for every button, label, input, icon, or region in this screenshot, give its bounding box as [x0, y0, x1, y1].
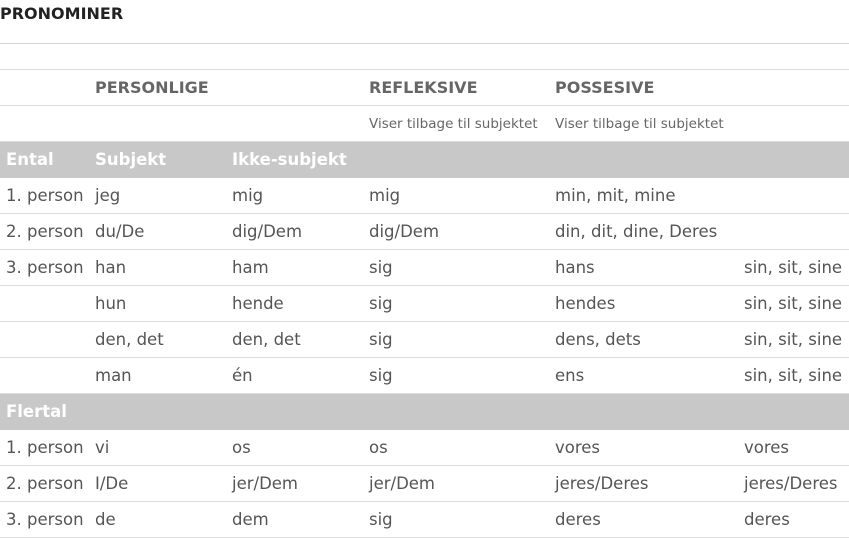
possesive-note: Viser tilbage til subjektet — [549, 105, 738, 142]
header-refleksive: REFLEKSIVE — [363, 69, 549, 106]
refleksiv-cell: jer/Dem — [363, 465, 549, 502]
possesiv-cell: jeres/Deres — [549, 465, 738, 502]
possesiv-refleksiv-cell: deres — [738, 501, 849, 538]
table-row: 1. person vi os os vores vores — [0, 429, 849, 466]
group-empty-cell — [738, 393, 849, 430]
person-cell — [0, 321, 89, 358]
ikke-subjekt-cell: den, det — [226, 321, 363, 358]
person-cell — [0, 285, 89, 322]
refleksiv-cell: sig — [363, 285, 549, 322]
table-row: 1. person jeg mig mig min, mit, mine — [0, 177, 849, 214]
subheader-empty-cell — [226, 105, 363, 142]
possesiv-refleksiv-cell: jeres/Deres — [738, 465, 849, 502]
group-label-ental: Ental — [0, 141, 89, 178]
subheader-empty-cell — [0, 105, 89, 142]
ikke-subjekt-cell: os — [226, 429, 363, 466]
header-empty-cell — [0, 69, 89, 106]
column-header-row: PERSONLIGE REFLEKSIVE POSSESIVE — [0, 69, 849, 106]
flertal-rows: 1. person vi os os vores vores 2. person I/De je… — [0, 429, 849, 538]
table-row: man én sig ens sin, sit, sine — [0, 357, 849, 394]
subheader-empty-cell — [89, 105, 226, 142]
possesiv-cell: din, dit, dine, Deres — [549, 213, 738, 250]
subjekt-cell: de — [89, 501, 226, 538]
table-row: hun hende sig hendes sin, sit, sine — [0, 285, 849, 322]
refleksiv-cell: sig — [363, 249, 549, 286]
refleksiv-cell: mig — [363, 177, 549, 214]
ikke-subjekt-cell: dig/Dem — [226, 213, 363, 250]
group-header-flertal: Flertal — [0, 393, 849, 430]
group-empty-cell — [738, 141, 849, 178]
group-empty-cell — [549, 393, 738, 430]
person-cell: 2. person — [0, 465, 89, 502]
person-cell: 3. person — [0, 501, 89, 538]
header-possesive: POSSESIVE — [549, 69, 738, 106]
subjekt-cell: han — [89, 249, 226, 286]
subjekt-cell: hun — [89, 285, 226, 322]
possesiv-cell: hans — [549, 249, 738, 286]
refleksive-note: Viser tilbage til subjektet — [363, 105, 549, 142]
ikke-subjekt-cell: jer/Dem — [226, 465, 363, 502]
refleksiv-cell: sig — [363, 321, 549, 358]
possesiv-refleksiv-cell: sin, sit, sine — [738, 321, 849, 358]
possesiv-refleksiv-cell: vores — [738, 429, 849, 466]
ikke-subjekt-cell: mig — [226, 177, 363, 214]
title-divider — [0, 43, 849, 44]
possesiv-cell: ens — [549, 357, 738, 394]
ikke-subjekt-cell: dem — [226, 501, 363, 538]
pronoun-table: PERSONLIGE REFLEKSIVE POSSESIVE Viser ti… — [0, 69, 849, 538]
group-empty-cell — [549, 141, 738, 178]
person-cell: 2. person — [0, 213, 89, 250]
header-personlige: PERSONLIGE — [89, 69, 226, 106]
subjekt-cell: jeg — [89, 177, 226, 214]
ikke-subjekt-cell: én — [226, 357, 363, 394]
possesiv-refleksiv-cell — [738, 213, 849, 250]
possesiv-cell: deres — [549, 501, 738, 538]
person-cell — [0, 357, 89, 394]
table-row: 3. person de dem sig deres deres — [0, 501, 849, 538]
ental-rows: 1. person jeg mig mig min, mit, mine 2. perso… — [0, 177, 849, 394]
group-empty-cell — [363, 393, 549, 430]
table-row: 2. person I/De jer/Dem jer/Dem jeres/Deres je… — [0, 465, 849, 502]
page-title: PRONOMINER — [0, 4, 124, 23]
refleksiv-cell: os — [363, 429, 549, 466]
possesiv-refleksiv-cell: sin, sit, sine — [738, 285, 849, 322]
possesiv-cell: hendes — [549, 285, 738, 322]
possesiv-refleksiv-cell: sin, sit, sine — [738, 357, 849, 394]
group-empty-cell — [89, 393, 226, 430]
group-label-flertal: Flertal — [0, 393, 89, 430]
subjekt-cell: vi — [89, 429, 226, 466]
person-cell: 1. person — [0, 177, 89, 214]
ikke-subjekt-cell: hende — [226, 285, 363, 322]
refleksiv-cell: dig/Dem — [363, 213, 549, 250]
table-row: 3. person han ham sig hans sin, sit, sine — [0, 249, 849, 286]
subheader-empty-cell — [738, 105, 849, 142]
person-cell: 1. person — [0, 429, 89, 466]
possesiv-cell: dens, dets — [549, 321, 738, 358]
subjekt-cell: man — [89, 357, 226, 394]
possesiv-refleksiv-cell — [738, 177, 849, 214]
group-empty-cell — [226, 393, 363, 430]
possesiv-refleksiv-cell: sin, sit, sine — [738, 249, 849, 286]
possesiv-cell: min, mit, mine — [549, 177, 738, 214]
column-label-subjekt: Subjekt — [89, 141, 226, 178]
subjekt-cell: du/De — [89, 213, 226, 250]
header-empty-cell — [226, 69, 363, 106]
ikke-subjekt-cell: ham — [226, 249, 363, 286]
group-header-ental: Ental Subjekt Ikke-subjekt — [0, 141, 849, 178]
header-empty-cell — [738, 69, 849, 106]
table-row: 2. person du/De dig/Dem dig/Dem din, dit, di… — [0, 213, 849, 250]
group-empty-cell — [363, 141, 549, 178]
possesiv-cell: vores — [549, 429, 738, 466]
table-row: den, det den, det sig dens, dets sin, sit, s… — [0, 321, 849, 358]
column-label-ikke-subjekt: Ikke-subjekt — [226, 141, 363, 178]
subjekt-cell: den, det — [89, 321, 226, 358]
subjekt-cell: I/De — [89, 465, 226, 502]
refleksiv-cell: sig — [363, 357, 549, 394]
subheader-row: Viser tilbage til subjektet Viser tilbag… — [0, 105, 849, 142]
refleksiv-cell: sig — [363, 501, 549, 538]
person-cell: 3. person — [0, 249, 89, 286]
